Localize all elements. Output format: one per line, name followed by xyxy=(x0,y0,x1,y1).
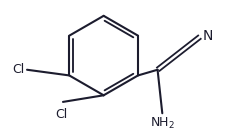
Text: Cl: Cl xyxy=(55,108,67,121)
Text: Cl: Cl xyxy=(12,63,24,76)
Text: NH$_2$: NH$_2$ xyxy=(149,116,174,131)
Text: N: N xyxy=(202,29,213,43)
